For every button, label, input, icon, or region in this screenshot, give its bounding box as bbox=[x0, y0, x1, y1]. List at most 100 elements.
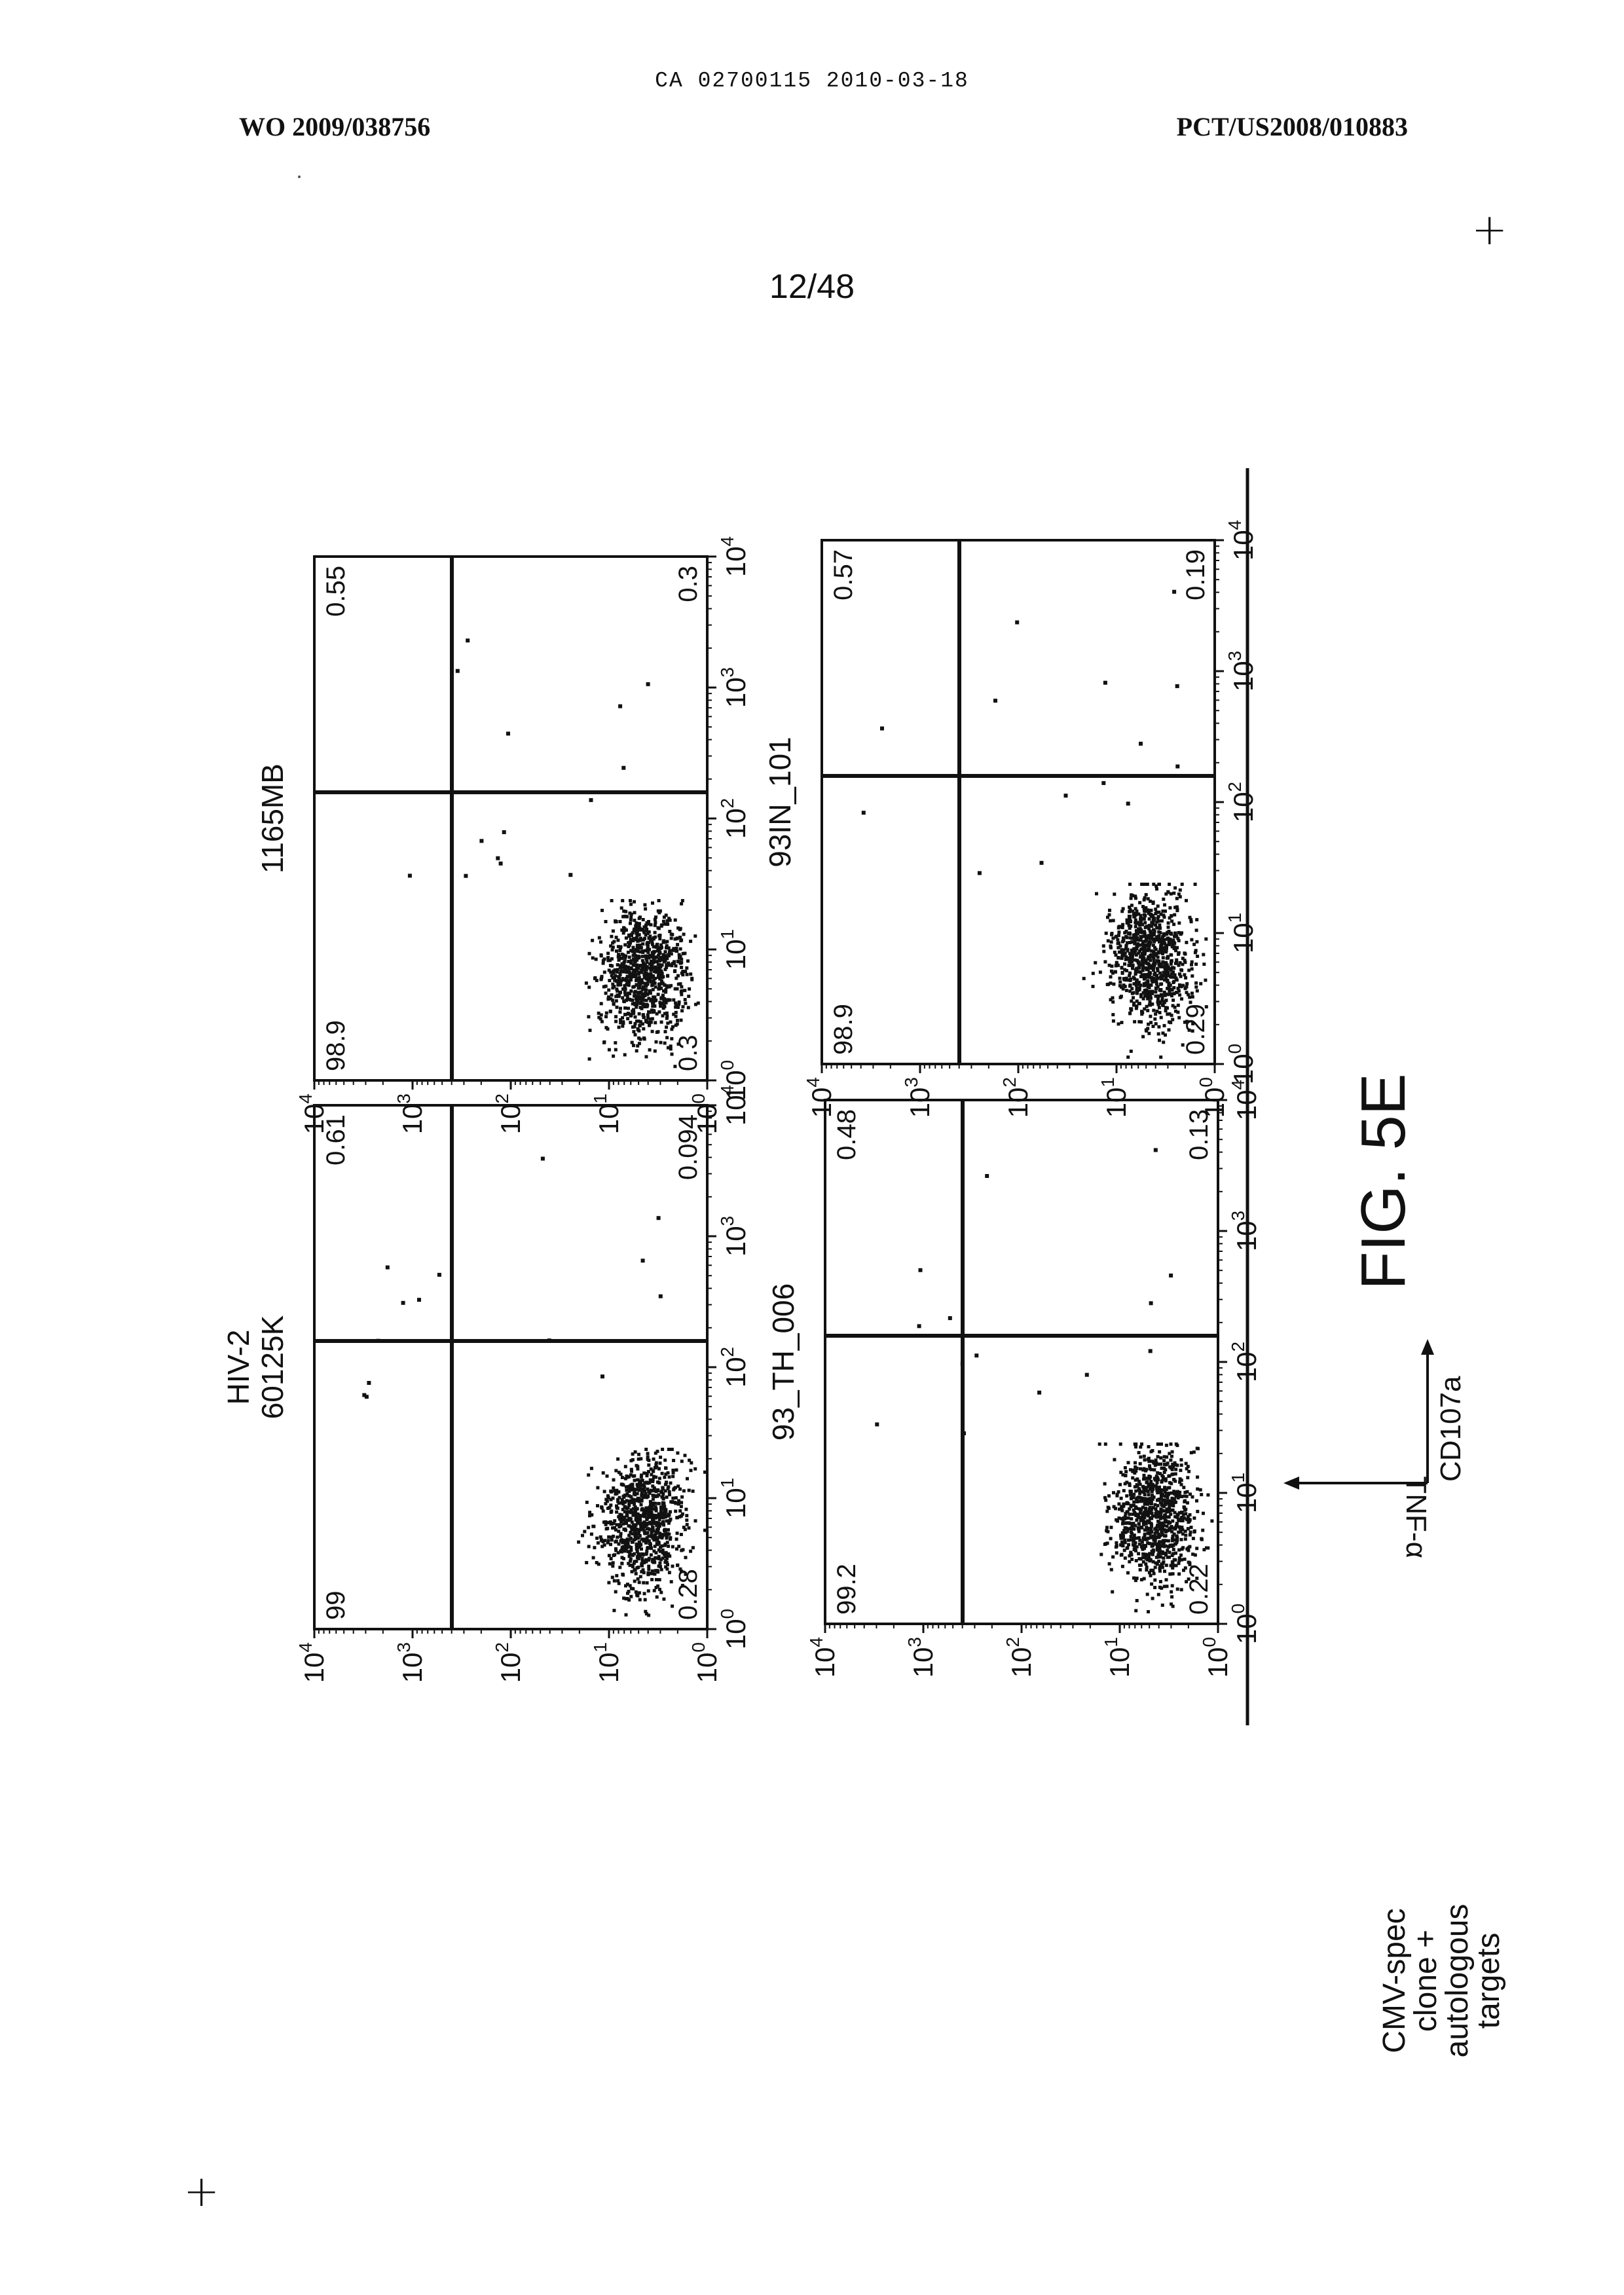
tick-exponent: 4 bbox=[295, 1642, 316, 1653]
tick-base: 10 bbox=[1101, 1088, 1132, 1118]
tick-exponent: 3 bbox=[904, 1637, 925, 1647]
panel-3-y-tick-label: 101 bbox=[1101, 1637, 1135, 1678]
tick-base: 10 bbox=[720, 1070, 751, 1101]
panel-1-title-line: 60125K bbox=[255, 1315, 289, 1419]
panel-1-quadrant-ll: 99 bbox=[322, 1591, 350, 1621]
panel-3-x-tick-label: 101 bbox=[1228, 1473, 1262, 1513]
panel-3-quadrant-ul: 0.22 bbox=[1185, 1564, 1213, 1615]
panel-3-title-line: 93_TH_006 bbox=[766, 1283, 800, 1441]
tick-exponent: 0 bbox=[1196, 1077, 1216, 1088]
tick-base: 10 bbox=[904, 1088, 935, 1118]
tick-exponent: 2 bbox=[999, 1077, 1020, 1088]
tick-base: 10 bbox=[806, 1088, 837, 1118]
panel-2-title-line: 1165MB bbox=[255, 763, 289, 873]
panel-2-quadrant-ll: 98.9 bbox=[322, 1020, 350, 1071]
panel-3-y-tick-label: 102 bbox=[1003, 1637, 1037, 1678]
panel-4-title-line: 93IN_101 bbox=[763, 737, 797, 868]
tick-exponent: 4 bbox=[717, 536, 737, 547]
panel-2-y-tick-label: 100 bbox=[688, 1093, 722, 1134]
tick-exponent: 0 bbox=[688, 1642, 709, 1653]
tick-base: 10 bbox=[299, 1653, 329, 1683]
tick-base: 10 bbox=[1003, 1088, 1033, 1118]
panel-2-x-tick-label: 103 bbox=[717, 667, 751, 708]
tick-base: 10 bbox=[1228, 792, 1259, 822]
panel-2-frame bbox=[314, 557, 707, 1080]
tick-exponent: 1 bbox=[717, 1478, 737, 1488]
tick-exponent: 3 bbox=[717, 1216, 737, 1226]
tick-exponent: 0 bbox=[688, 1093, 709, 1104]
tick-base: 10 bbox=[1228, 1054, 1259, 1084]
tick-base: 10 bbox=[908, 1647, 938, 1678]
panel-2-x-tick-label: 104 bbox=[717, 536, 751, 577]
panel-3-scatter-dots bbox=[875, 1148, 1213, 1613]
tick-exponent: 2 bbox=[1228, 1342, 1248, 1352]
tick-exponent: 2 bbox=[717, 1347, 737, 1357]
panel-2-quadrant-lr: 0.55 bbox=[322, 566, 350, 617]
tick-exponent: 1 bbox=[590, 1093, 610, 1104]
tick-base: 10 bbox=[809, 1647, 840, 1678]
tick-exponent: 1 bbox=[1098, 1077, 1118, 1088]
tick-base: 10 bbox=[397, 1653, 428, 1683]
tick-base: 10 bbox=[720, 1488, 751, 1518]
tick-exponent: 0 bbox=[717, 1609, 737, 1619]
panel-1-title-line: HIV-2 bbox=[221, 1329, 255, 1405]
tick-exponent: 1 bbox=[1225, 913, 1245, 923]
panel-2-x-tick-label: 100 bbox=[717, 1060, 751, 1101]
panel-4-quadrant-lr: 0.57 bbox=[829, 549, 858, 600]
panel-4-y-tick-label: 103 bbox=[901, 1077, 935, 1118]
panel-1-y-tick-label: 101 bbox=[590, 1642, 624, 1683]
tick-base: 10 bbox=[720, 1357, 751, 1387]
panel-1-y-tick-label: 103 bbox=[394, 1642, 428, 1683]
tick-exponent: 2 bbox=[492, 1642, 512, 1653]
tick-exponent: 0 bbox=[717, 1060, 737, 1071]
panel-3-y-tick-label: 100 bbox=[1199, 1637, 1233, 1678]
panel-3-x-tick-label: 100 bbox=[1228, 1604, 1262, 1644]
panel-2-x-tick-label: 101 bbox=[717, 929, 751, 970]
tick-exponent: 3 bbox=[1225, 651, 1245, 661]
panel-4-y-tick-label: 102 bbox=[999, 1077, 1033, 1118]
panel-1-scatter-dots bbox=[362, 1157, 707, 1617]
panel-4-y-tick-label: 101 bbox=[1098, 1077, 1132, 1118]
panel-2-quadrant-ul: 0.3 bbox=[674, 1035, 703, 1071]
figure-caption: FIG. 5E bbox=[1348, 1073, 1418, 1290]
row-label-line: clone + bbox=[1409, 1930, 1443, 2032]
tick-base: 10 bbox=[1228, 661, 1259, 691]
tick-exponent: 3 bbox=[901, 1077, 921, 1088]
tick-exponent: 3 bbox=[394, 1093, 414, 1104]
panel-3-x-tick-label: 102 bbox=[1228, 1342, 1262, 1382]
tick-base: 10 bbox=[495, 1653, 526, 1683]
tick-exponent: 3 bbox=[717, 667, 737, 678]
panel-4-y-tick-label: 100 bbox=[1196, 1077, 1230, 1118]
panel-2-y-tick-label: 103 bbox=[394, 1093, 428, 1134]
row-label-line: autologous bbox=[1440, 1904, 1475, 2058]
panel-2-y-tick-label: 102 bbox=[492, 1093, 526, 1134]
axes-key-y-label: TNF-α bbox=[1400, 1476, 1432, 1558]
row-label-line: targets bbox=[1471, 1933, 1506, 2029]
panel-1-y-tick-label: 102 bbox=[492, 1642, 526, 1683]
panel-4-quadrant-ll: 98.9 bbox=[829, 1004, 858, 1055]
panel-1-x-tick-label: 102 bbox=[717, 1347, 751, 1387]
tick-exponent: 0 bbox=[1225, 1044, 1245, 1054]
panel-4-y-tick-label: 104 bbox=[803, 1077, 837, 1118]
axes-key-x-arrowhead bbox=[1421, 1339, 1434, 1355]
tick-base: 10 bbox=[720, 808, 751, 839]
panel-4-x-tick-label: 101 bbox=[1225, 913, 1259, 953]
panel-3-quadrant-ll: 99.2 bbox=[832, 1564, 861, 1615]
panel-2-quadrant-ur: 0.3 bbox=[674, 566, 703, 602]
tick-exponent: 4 bbox=[295, 1093, 316, 1104]
tick-base: 10 bbox=[495, 1104, 526, 1135]
panel-1-x-tick-label: 101 bbox=[717, 1478, 751, 1518]
tick-exponent: 1 bbox=[717, 929, 737, 940]
panel-4-x-tick-label: 102 bbox=[1225, 782, 1259, 822]
panel-3-x-tick-label: 104 bbox=[1228, 1080, 1262, 1120]
panel-1-quadrant-ul: 0.28 bbox=[674, 1569, 703, 1620]
tick-exponent: 0 bbox=[1199, 1637, 1219, 1647]
tick-base: 10 bbox=[1202, 1647, 1233, 1678]
tick-exponent: 1 bbox=[590, 1642, 610, 1653]
tick-base: 10 bbox=[1228, 923, 1259, 953]
panel-4-x-tick-label: 100 bbox=[1225, 1044, 1259, 1084]
tick-exponent: 2 bbox=[492, 1093, 512, 1104]
panel-4-quadrant-ul: 0.29 bbox=[1181, 1004, 1210, 1055]
tick-base: 10 bbox=[397, 1104, 428, 1135]
